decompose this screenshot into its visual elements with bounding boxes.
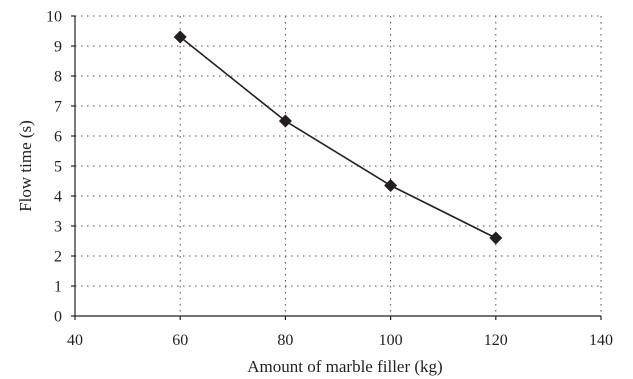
y-tick-label: 8	[54, 69, 62, 86]
data-point-marker	[489, 231, 503, 245]
y-tick-label: 0	[54, 309, 62, 326]
y-tick-label: 3	[54, 219, 62, 236]
x-tick-label: 140	[589, 332, 613, 349]
axes-layer	[71, 15, 602, 320]
grid-layer	[75, 15, 602, 316]
x-tick-label: 100	[379, 332, 403, 349]
y-tick-label: 10	[46, 9, 62, 26]
y-tick-label: 1	[54, 279, 62, 296]
data-point-marker	[278, 114, 292, 128]
y-tick-label: 5	[54, 159, 62, 176]
y-tick-label: 7	[54, 99, 62, 116]
x-axis-title: Amount of marble filler (kg)	[247, 357, 442, 376]
series-line	[179, 36, 497, 239]
x-tick-label: 80	[277, 332, 293, 349]
series-layer	[173, 30, 503, 245]
y-tick-label: 9	[54, 39, 62, 56]
y-axis-title: Flow time (s)	[16, 120, 35, 212]
data-point-marker	[173, 30, 187, 44]
x-tick-label: 60	[172, 332, 188, 349]
tick-labels: 40 60 80 100 120 140 0 1 2 3 4 5 6 7 8 9 10	[46, 9, 613, 350]
y-tick-label: 2	[54, 249, 62, 266]
x-tick-label: 40	[67, 332, 83, 349]
y-tick-label: 6	[54, 129, 62, 146]
x-tick-label: 120	[484, 332, 508, 349]
y-tick-label: 4	[54, 189, 62, 206]
data-point-marker	[384, 179, 398, 192]
